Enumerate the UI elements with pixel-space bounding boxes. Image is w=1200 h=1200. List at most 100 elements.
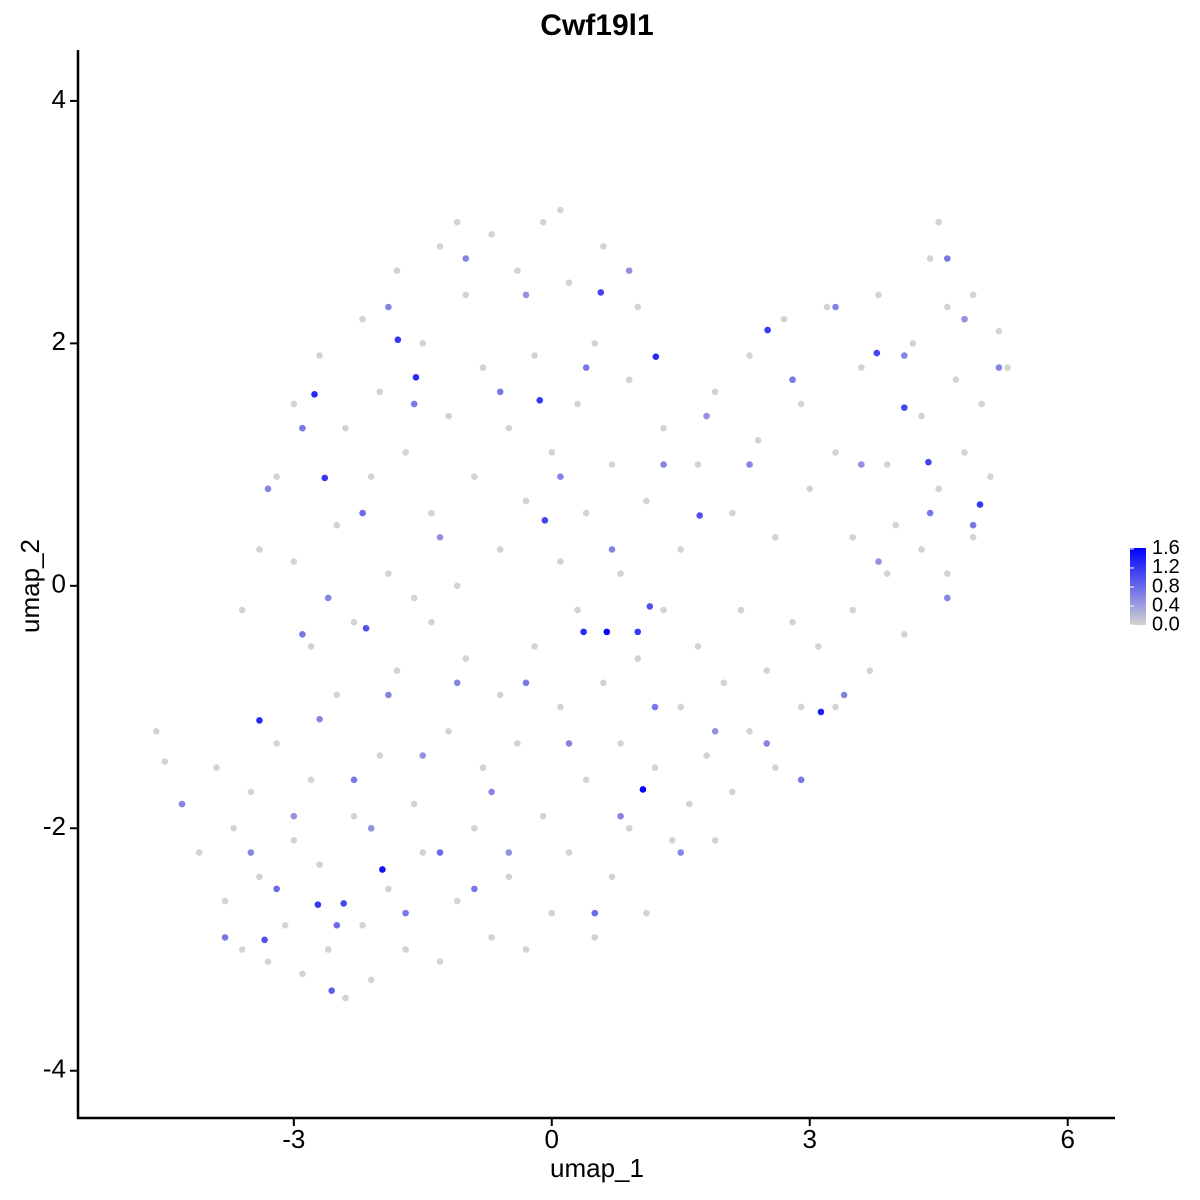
point — [696, 512, 703, 519]
point — [625, 267, 633, 274]
point — [797, 400, 805, 408]
point — [925, 458, 932, 466]
point — [617, 812, 624, 820]
point — [247, 788, 255, 796]
points — [152, 206, 1011, 1002]
point — [333, 921, 341, 929]
point — [832, 303, 839, 311]
point — [995, 327, 1003, 335]
point — [505, 849, 513, 856]
point — [694, 643, 702, 650]
point — [230, 824, 237, 832]
colorbar-tick-label: 0.4 — [1152, 594, 1180, 616]
point — [866, 667, 874, 674]
point — [350, 776, 358, 784]
point — [436, 849, 444, 856]
point — [479, 764, 487, 771]
point — [488, 788, 495, 796]
point — [290, 400, 298, 408]
point — [952, 376, 960, 384]
point — [496, 546, 504, 553]
point — [651, 703, 659, 711]
x-tick-label: 0 — [545, 1124, 559, 1154]
point — [359, 315, 366, 323]
point — [746, 352, 753, 359]
point — [462, 291, 470, 299]
point — [221, 897, 229, 905]
point — [969, 521, 977, 529]
point — [944, 255, 951, 262]
point — [677, 703, 685, 711]
point — [536, 397, 544, 404]
point — [711, 837, 719, 844]
point — [548, 909, 556, 917]
point — [875, 558, 882, 565]
point — [746, 727, 753, 735]
point — [565, 849, 573, 856]
point — [238, 946, 246, 953]
point — [926, 509, 934, 517]
point — [901, 352, 908, 359]
point — [402, 909, 409, 917]
point — [557, 558, 564, 565]
point — [385, 303, 392, 311]
point — [591, 340, 599, 347]
point — [273, 473, 280, 481]
point — [385, 885, 392, 893]
point — [557, 206, 564, 214]
point — [737, 606, 745, 614]
point — [410, 400, 418, 408]
point — [944, 303, 951, 311]
point — [961, 315, 968, 323]
point — [780, 315, 788, 323]
point — [261, 936, 268, 944]
point — [256, 873, 263, 881]
point — [453, 582, 461, 590]
point — [462, 655, 470, 662]
point — [514, 267, 521, 274]
point — [772, 764, 779, 771]
point — [522, 679, 530, 687]
point — [453, 679, 461, 687]
point — [969, 534, 977, 541]
point — [574, 606, 581, 614]
point — [539, 812, 547, 820]
point — [428, 509, 435, 517]
y-axis-label: umap_2 — [15, 539, 45, 633]
point — [892, 521, 900, 529]
point — [634, 628, 642, 636]
point — [978, 400, 986, 408]
point — [944, 570, 951, 577]
point — [316, 352, 323, 359]
point — [625, 376, 633, 384]
point — [652, 353, 660, 361]
point — [1004, 364, 1011, 371]
point — [161, 758, 169, 765]
point — [646, 603, 654, 610]
point — [376, 388, 384, 396]
point — [290, 837, 298, 844]
point — [362, 624, 370, 632]
point — [849, 534, 857, 541]
point — [394, 336, 402, 344]
point — [350, 618, 358, 626]
point — [694, 461, 702, 468]
point — [858, 461, 865, 468]
x-tick-label: 6 — [1060, 1124, 1074, 1154]
point — [720, 679, 728, 687]
point — [858, 364, 865, 371]
point — [385, 570, 392, 577]
point — [307, 776, 315, 784]
point — [321, 474, 329, 482]
point — [995, 364, 1003, 371]
point — [797, 776, 805, 784]
point — [419, 849, 427, 856]
point — [873, 349, 881, 357]
point — [582, 364, 590, 371]
point — [754, 437, 762, 444]
point — [273, 885, 280, 893]
y-tick-label: -2 — [43, 811, 66, 841]
point — [367, 473, 375, 481]
point — [402, 449, 409, 456]
point — [367, 824, 375, 832]
